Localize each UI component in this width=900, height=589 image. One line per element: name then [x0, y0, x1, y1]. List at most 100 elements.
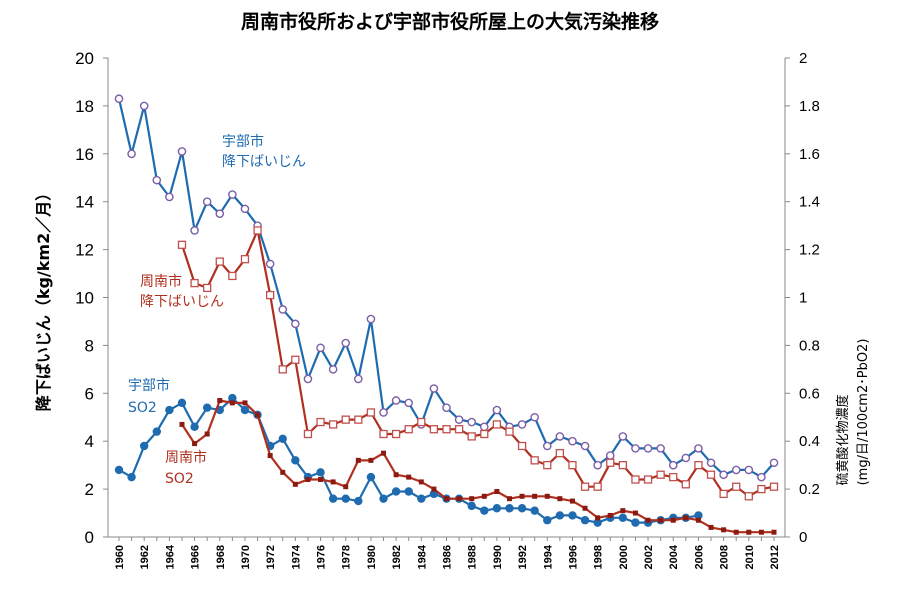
data-point: [582, 505, 588, 511]
x-axis-tick-label: 1964: [164, 544, 176, 569]
data-point: [204, 431, 210, 437]
x-axis-tick-label: 1976: [316, 545, 328, 569]
right-axis-tick-label: 1.8: [799, 98, 820, 115]
annotation-shunan-dust-line1: 周南市: [140, 273, 182, 290]
x-axis-tick-label: 1960: [114, 545, 126, 569]
data-point: [719, 489, 728, 499]
x-axis-tick-label: 1968: [215, 545, 227, 569]
series-layer: [114, 94, 779, 535]
x-axis-tick-label: 2004: [668, 544, 680, 569]
data-point: [139, 101, 149, 111]
data-point: [467, 417, 476, 427]
data-point: [568, 460, 577, 470]
data-point: [354, 415, 363, 424]
data-point: [580, 482, 590, 491]
x-axis-tick-label: 1988: [467, 545, 479, 569]
data-point: [632, 510, 638, 516]
data-point: [618, 513, 628, 523]
annotation-ube-so2-line1: 宇部市: [128, 377, 170, 394]
data-point: [543, 516, 552, 525]
data-point: [631, 475, 640, 484]
data-point: [429, 384, 439, 393]
annotation-shunan-so2: 周南市 SO2: [165, 449, 207, 487]
data-point: [694, 444, 703, 453]
data-point: [469, 496, 475, 502]
x-axis-tick-label: 2002: [643, 545, 655, 569]
data-point: [454, 425, 464, 434]
left-axis-label: 降下ばいじん（kg/km2／月）: [34, 185, 53, 411]
data-point: [494, 488, 500, 494]
data-point: [530, 412, 539, 422]
data-point: [557, 496, 563, 502]
data-point: [265, 259, 275, 269]
x-axis-tick-label: 1996: [567, 545, 579, 569]
data-point: [379, 429, 388, 439]
left-axis-tick-label: 20: [75, 49, 94, 68]
data-point: [593, 482, 602, 491]
data-point: [732, 482, 741, 491]
data-point: [530, 506, 539, 515]
data-point: [555, 432, 565, 441]
data-point: [593, 518, 602, 527]
data-point: [683, 515, 689, 521]
data-point: [555, 449, 565, 458]
left-axis-ticks: 0 2 4 6 8 10 12 14 16 18 20: [75, 49, 108, 547]
data-point: [366, 314, 376, 324]
data-point: [431, 486, 437, 492]
data-point: [467, 501, 476, 511]
right-axis-label: 硫黄酸化物濃度: [835, 394, 851, 485]
data-point: [542, 441, 552, 451]
data-point: [202, 403, 212, 412]
left-axis-tick-label: 4: [85, 432, 94, 451]
annotation-shunan-dust: 周南市 降下ばいじん: [140, 273, 224, 310]
data-point: [278, 434, 287, 444]
right-axis-tick-label: 2: [799, 50, 807, 67]
x-axis-tick-label: 2012: [769, 545, 781, 569]
data-point: [769, 482, 779, 491]
data-point: [229, 400, 235, 406]
x-axis-tick-label: 2008: [719, 545, 731, 569]
data-point: [292, 481, 298, 487]
left-axis-tick-label: 16: [75, 145, 94, 164]
data-point: [492, 405, 502, 415]
x-axis-tick-label: 1982: [391, 545, 403, 569]
data-point: [631, 518, 640, 527]
data-point: [505, 427, 514, 436]
data-point: [757, 484, 766, 494]
data-point: [190, 226, 199, 235]
data-point: [758, 529, 764, 535]
data-point: [228, 393, 237, 403]
left-axis-tick-label: 6: [85, 384, 94, 403]
x-axis-tick-label: 1986: [442, 545, 454, 569]
data-point: [480, 429, 489, 439]
data-point: [215, 209, 225, 218]
data-point: [278, 305, 288, 314]
data-point: [354, 374, 363, 384]
data-point: [253, 226, 262, 235]
data-point: [366, 408, 376, 417]
data-point: [479, 422, 489, 432]
annotation-ube-so2: 宇部市 SO2: [128, 377, 170, 416]
data-point: [203, 283, 212, 293]
data-point: [543, 460, 552, 470]
x-axis-tick-label: 1990: [492, 545, 504, 569]
data-point: [165, 405, 174, 415]
data-point: [139, 441, 149, 451]
data-point: [442, 403, 451, 412]
data-point: [695, 517, 701, 523]
right-axis-tick-label: 1.4: [799, 194, 820, 211]
x-axis-tick-label: 2010: [744, 545, 756, 569]
x-axis-tick-label: 1970: [240, 545, 252, 569]
data-point: [114, 465, 124, 475]
data-point: [255, 412, 261, 418]
data-point: [341, 494, 350, 503]
data-point: [341, 338, 351, 348]
x-axis-tick-label: 2006: [693, 545, 705, 569]
data-point: [681, 453, 691, 463]
data-point: [757, 472, 766, 482]
data-point: [731, 465, 741, 475]
data-point: [444, 496, 449, 502]
annotation-ube-dust-line2: 降下ばいじん: [222, 154, 306, 170]
data-point: [391, 487, 401, 496]
x-axis-tick-label: 1998: [593, 545, 605, 569]
